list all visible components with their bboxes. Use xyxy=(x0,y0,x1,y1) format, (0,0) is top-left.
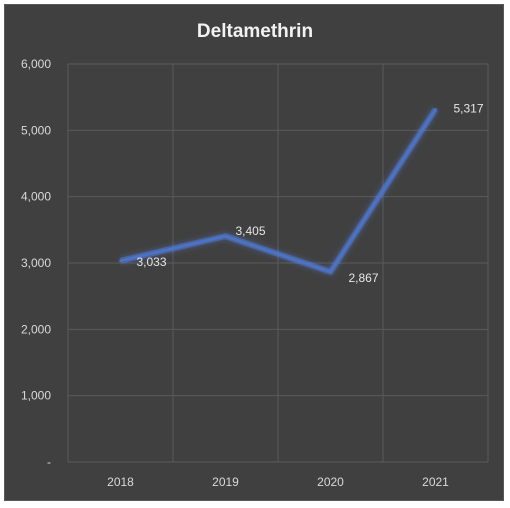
data-labels: 3,033 3,405 2,867 5,317 xyxy=(137,101,484,285)
series-line-group xyxy=(119,107,439,275)
chart-title: Deltamethrin xyxy=(197,21,313,42)
chart-background xyxy=(4,4,504,501)
y-tick-label: 2,000 xyxy=(21,322,51,336)
x-tick-label: 2018 xyxy=(107,475,134,489)
y-axis-tick-labels: - 1,000 2,000 3,000 4,000 5,000 6,000 xyxy=(21,57,51,469)
x-tick-label: 2019 xyxy=(212,475,239,489)
x-axis-tick-labels: 2018 2019 2020 2021 xyxy=(107,475,449,489)
y-tick-label: 6,000 xyxy=(21,57,51,71)
data-label: 5,317 xyxy=(454,101,484,115)
y-tick-label: 5,000 xyxy=(21,123,51,137)
gridlines xyxy=(67,63,489,463)
y-tick-label: 3,000 xyxy=(21,256,51,270)
data-label: 3,405 xyxy=(236,224,266,238)
x-tick-label: 2021 xyxy=(422,475,449,489)
data-label: 3,033 xyxy=(137,255,167,269)
y-tick-label: 4,000 xyxy=(21,190,51,204)
y-tick-label: - xyxy=(47,455,51,469)
series-line xyxy=(119,108,437,274)
data-label: 2,867 xyxy=(349,271,379,285)
y-tick-label: 1,000 xyxy=(21,389,51,403)
x-tick-label: 2020 xyxy=(317,475,344,489)
